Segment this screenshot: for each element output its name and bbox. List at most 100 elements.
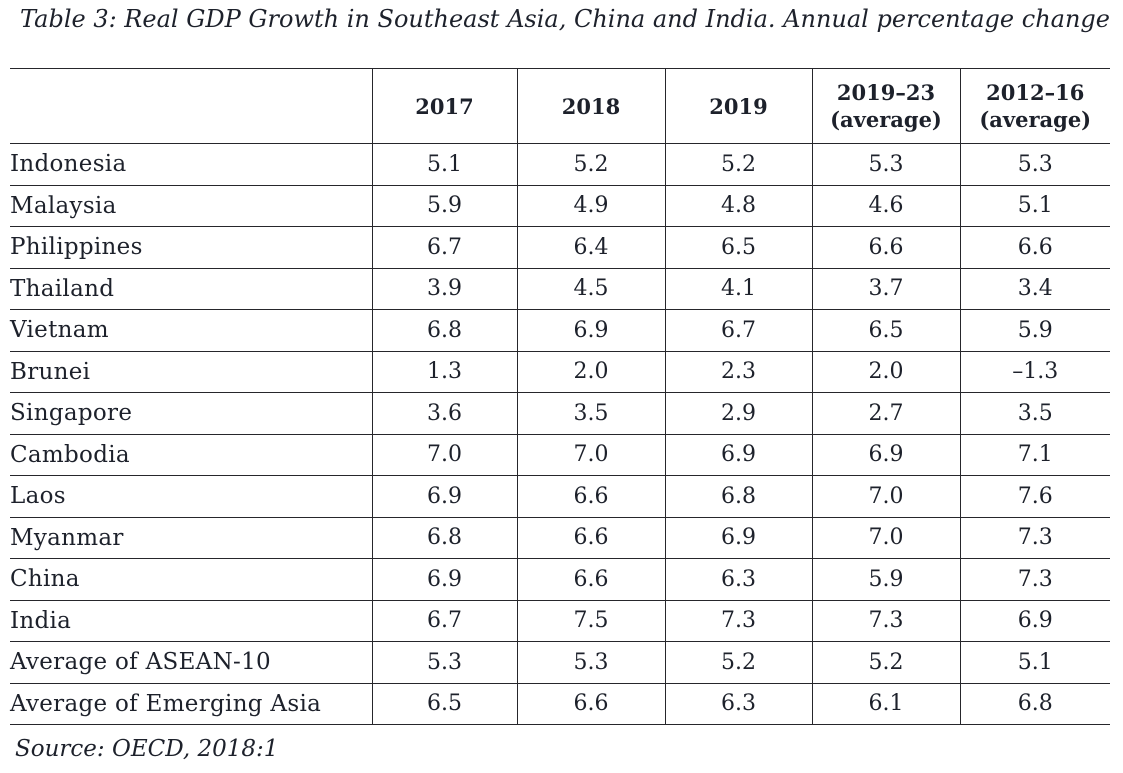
column-header: 2012–16 (average): [959, 68, 1110, 144]
column-header: 2019–23 (average): [811, 68, 960, 144]
cell-value: 4.6: [811, 185, 960, 227]
column-header-line: (average): [979, 107, 1092, 132]
cell-value: 7.3: [664, 600, 812, 642]
cell-value: 6.3: [664, 683, 812, 725]
cell-value: 6.1: [811, 683, 960, 725]
cell-value: 6.6: [811, 226, 960, 268]
cell-value: 6.9: [664, 517, 812, 559]
cell-value: 5.2: [664, 641, 812, 683]
cell-value: 6.6: [959, 226, 1110, 268]
source-note: Source: OECD, 2018:1: [15, 736, 279, 762]
cell-value: 7.1: [959, 434, 1110, 476]
cell-value: 3.7: [811, 268, 960, 310]
table-row: Malaysia 5.9 4.9 4.8 4.6 5.1: [10, 185, 1110, 227]
cell-value: 2.3: [664, 351, 812, 393]
table-row: Singapore 3.6 3.5 2.9 2.7 3.5: [10, 392, 1110, 434]
row-label: Vietnam: [10, 317, 109, 344]
cell-value: 5.1: [371, 143, 517, 185]
table-row: India 6.7 7.5 7.3 7.3 6.9: [10, 600, 1110, 642]
cell-value: 6.8: [371, 517, 517, 559]
table-row: Laos 6.9 6.6 6.8 7.0 7.6: [10, 475, 1110, 517]
column-header-line: 2019: [709, 93, 768, 119]
cell-value: 7.0: [516, 434, 665, 476]
cell-value: 6.6: [516, 517, 665, 559]
cell-value: 7.3: [811, 600, 960, 642]
row-label: India: [10, 607, 72, 634]
cell-value: 6.4: [516, 226, 665, 268]
table-body: Indonesia 5.1 5.2 5.2 5.3 5.3 Malaysia 5.9 4.9 4.…: [10, 143, 1110, 725]
cell-value: 3.5: [516, 392, 665, 434]
cell-value: 6.7: [371, 600, 517, 642]
cell-value: 4.8: [664, 185, 812, 227]
column-header-line: 2017: [415, 93, 474, 119]
row-label: China: [10, 566, 80, 593]
cell-value: 5.9: [371, 185, 517, 227]
cell-value: 7.0: [811, 517, 960, 559]
cell-value: 6.7: [371, 226, 517, 268]
cell-value: 6.9: [664, 434, 812, 476]
cell-value: 4.5: [516, 268, 665, 310]
column-header: 2017: [371, 68, 517, 144]
cell-value: 2.0: [811, 351, 960, 393]
cell-value: 6.6: [516, 683, 665, 725]
column-header-line: 2018: [561, 93, 621, 119]
cell-value: 3.5: [959, 392, 1110, 434]
cell-value: 3.4: [959, 268, 1110, 310]
table-row: Vietnam 6.8 6.9 6.7 6.5 5.9: [10, 309, 1110, 351]
cell-value: 7.3: [959, 517, 1110, 559]
column-header-line: (average): [830, 107, 942, 132]
cell-value: 5.1: [959, 641, 1110, 683]
table-row: Thailand 3.9 4.5 4.1 3.7 3.4: [10, 268, 1110, 310]
row-label: Laos: [10, 483, 66, 510]
row-label: Indonesia: [10, 151, 127, 178]
cell-value: 7.5: [516, 600, 665, 642]
row-label: Average of Emerging Asia: [10, 690, 322, 717]
cell-value: 6.5: [811, 309, 960, 351]
row-label: Singapore: [10, 400, 133, 427]
cell-value: 3.6: [371, 392, 517, 434]
cell-value: 1.3: [371, 351, 517, 393]
gdp-growth-table: 2017 2018 2019 2019–23 (average) 2012–16 (aver…: [10, 68, 1110, 725]
row-label: Cambodia: [10, 441, 130, 468]
cell-value: 5.3: [516, 641, 665, 683]
row-label: Average of ASEAN-10: [10, 649, 271, 676]
cell-value: –1.3: [959, 351, 1110, 393]
cell-value: 6.9: [811, 434, 960, 476]
cell-value: 2.0: [516, 351, 665, 393]
cell-value: 6.9: [371, 558, 517, 600]
cell-value: 5.1: [959, 185, 1110, 227]
cell-value: 6.5: [371, 683, 517, 725]
table-row: China 6.9 6.6 6.3 5.9 7.3: [10, 558, 1110, 600]
cell-value: 2.9: [664, 392, 812, 434]
cell-value: 6.5: [664, 226, 812, 268]
cell-value: 4.9: [516, 185, 665, 227]
cell-value: 6.3: [664, 558, 812, 600]
cell-value: 4.1: [664, 268, 812, 310]
column-header-line: 2019–23: [836, 80, 936, 105]
cell-value: 3.9: [371, 268, 517, 310]
header-row: 2017 2018 2019 2019–23 (average) 2012–16 (aver…: [10, 68, 1110, 144]
cell-value: 5.3: [811, 143, 960, 185]
cell-value: 6.9: [959, 600, 1110, 642]
row-label: Malaysia: [10, 192, 117, 219]
cell-value: 6.9: [371, 475, 517, 517]
cell-value: 7.0: [811, 475, 960, 517]
cell-value: 6.8: [664, 475, 812, 517]
row-label: Myanmar: [10, 524, 124, 551]
column-header: 2018: [516, 68, 665, 144]
cell-value: 5.9: [811, 558, 960, 600]
table-row: Brunei 1.3 2.0 2.3 2.0 –1.3: [10, 351, 1110, 393]
table-row: Average of Emerging Asia 6.5 6.6 6.3 6.1 6.8: [10, 683, 1110, 725]
cell-value: 6.6: [516, 475, 665, 517]
cell-value: 5.2: [516, 143, 665, 185]
cell-value: 6.6: [516, 558, 665, 600]
cell-value: 6.8: [959, 683, 1110, 725]
table-row: Average of ASEAN-10 5.3 5.3 5.2 5.2 5.1: [10, 641, 1110, 683]
row-label: Thailand: [10, 275, 115, 302]
cell-value: 6.7: [664, 309, 812, 351]
table-row: Philippines 6.7 6.4 6.5 6.6 6.6: [10, 226, 1110, 268]
cell-value: 2.7: [811, 392, 960, 434]
cell-value: 6.9: [516, 309, 665, 351]
cell-value: 5.9: [959, 309, 1110, 351]
